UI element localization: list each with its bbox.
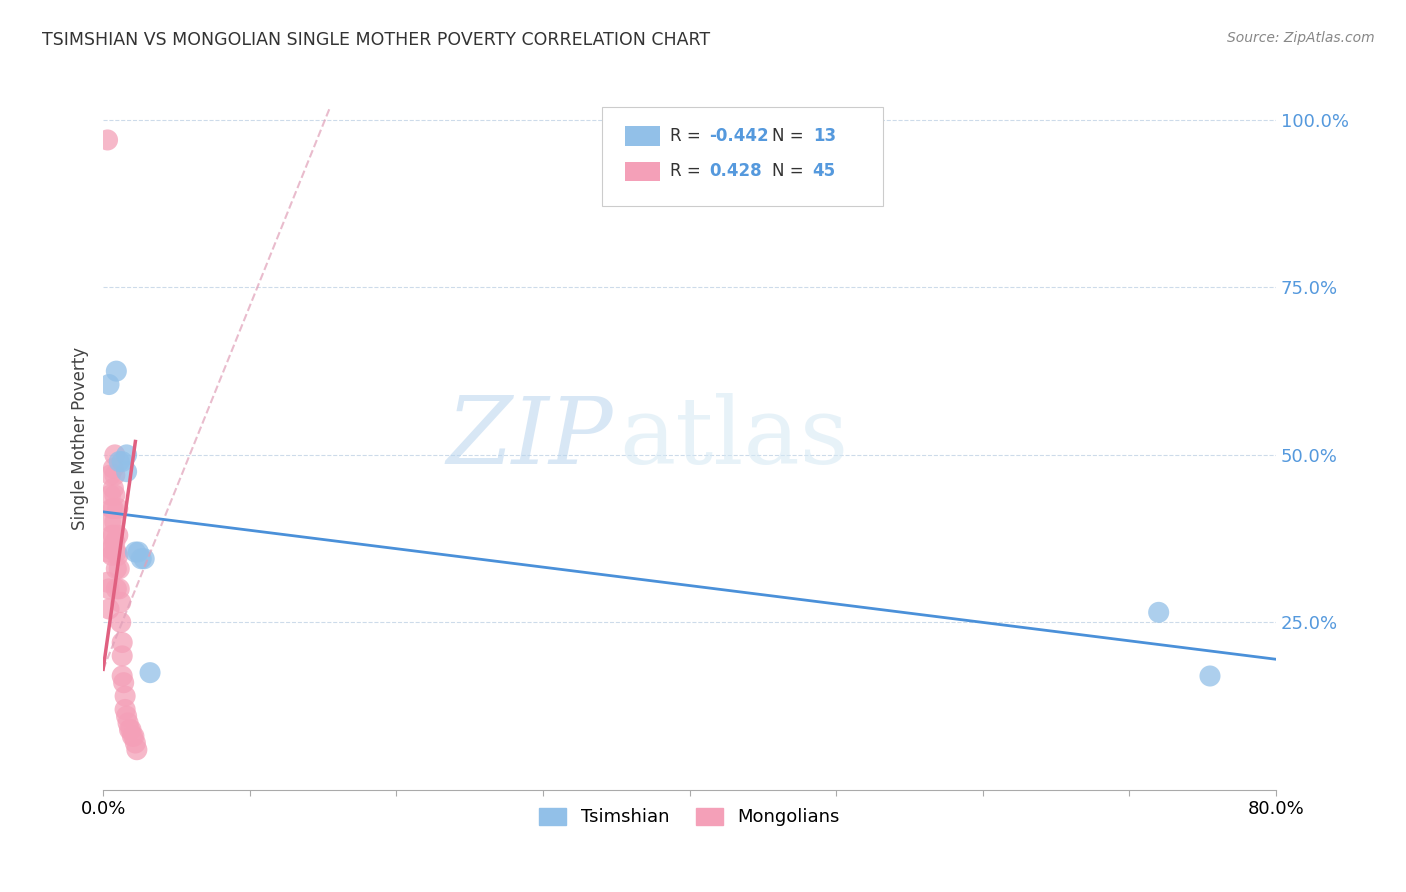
Text: R =: R =	[669, 161, 711, 180]
Point	[101, 528, 124, 542]
Point	[103, 528, 125, 542]
Bar	[626, 161, 661, 181]
Point	[115, 465, 138, 479]
Point	[124, 545, 146, 559]
Point	[100, 468, 122, 483]
Point	[105, 582, 128, 596]
Point	[111, 635, 134, 649]
Point	[129, 551, 152, 566]
Text: 45: 45	[813, 161, 835, 180]
Point	[103, 461, 125, 475]
Point	[103, 501, 125, 516]
Text: 0.428: 0.428	[710, 161, 762, 180]
Point	[96, 133, 118, 147]
Y-axis label: Single Mother Poverty: Single Mother Poverty	[72, 347, 89, 530]
Point	[105, 364, 128, 378]
Point	[121, 729, 143, 743]
Point	[115, 709, 138, 723]
Point	[111, 454, 134, 468]
Text: N =: N =	[772, 127, 808, 145]
Point	[96, 545, 118, 559]
Point	[125, 742, 148, 756]
Point	[100, 541, 122, 556]
Point	[1147, 605, 1170, 619]
Point	[107, 528, 129, 542]
Bar	[626, 127, 661, 146]
Point	[98, 602, 121, 616]
Point	[108, 562, 131, 576]
Point	[105, 562, 128, 576]
FancyBboxPatch shape	[602, 107, 883, 206]
Point	[108, 582, 131, 596]
Point	[111, 669, 134, 683]
Point	[107, 501, 129, 516]
Point	[114, 702, 136, 716]
Point	[111, 648, 134, 663]
Point	[98, 377, 121, 392]
Point	[115, 448, 138, 462]
Point	[117, 715, 139, 730]
Point	[100, 515, 122, 529]
Text: N =: N =	[772, 161, 808, 180]
Point	[114, 689, 136, 703]
Text: 13: 13	[813, 127, 835, 145]
Point	[134, 551, 156, 566]
Point	[122, 729, 145, 743]
Point	[1199, 669, 1222, 683]
Text: Source: ZipAtlas.com: Source: ZipAtlas.com	[1227, 31, 1375, 45]
Point	[101, 501, 124, 516]
Point	[96, 575, 118, 590]
Point	[104, 535, 127, 549]
Text: TSIMSHIAN VS MONGOLIAN SINGLE MOTHER POVERTY CORRELATION CHART: TSIMSHIAN VS MONGOLIAN SINGLE MOTHER POV…	[42, 31, 710, 49]
Point	[105, 545, 128, 559]
Point	[127, 545, 149, 559]
Text: atlas: atlas	[619, 393, 848, 483]
Point	[104, 488, 127, 502]
Point	[112, 675, 135, 690]
Point	[139, 665, 162, 680]
Point	[107, 549, 129, 563]
Point	[104, 468, 127, 483]
Legend: Tsimshian, Mongolians: Tsimshian, Mongolians	[531, 800, 848, 834]
Point	[110, 595, 132, 609]
Point	[103, 482, 125, 496]
Point	[120, 723, 142, 737]
Point	[118, 723, 141, 737]
Text: R =: R =	[669, 127, 706, 145]
Point	[104, 515, 127, 529]
Point	[110, 615, 132, 630]
Point	[104, 448, 127, 462]
Point	[108, 454, 131, 468]
Text: -0.442: -0.442	[710, 127, 769, 145]
Point	[101, 549, 124, 563]
Point	[100, 488, 122, 502]
Point	[98, 582, 121, 596]
Text: ZIP: ZIP	[447, 393, 613, 483]
Point	[124, 736, 146, 750]
